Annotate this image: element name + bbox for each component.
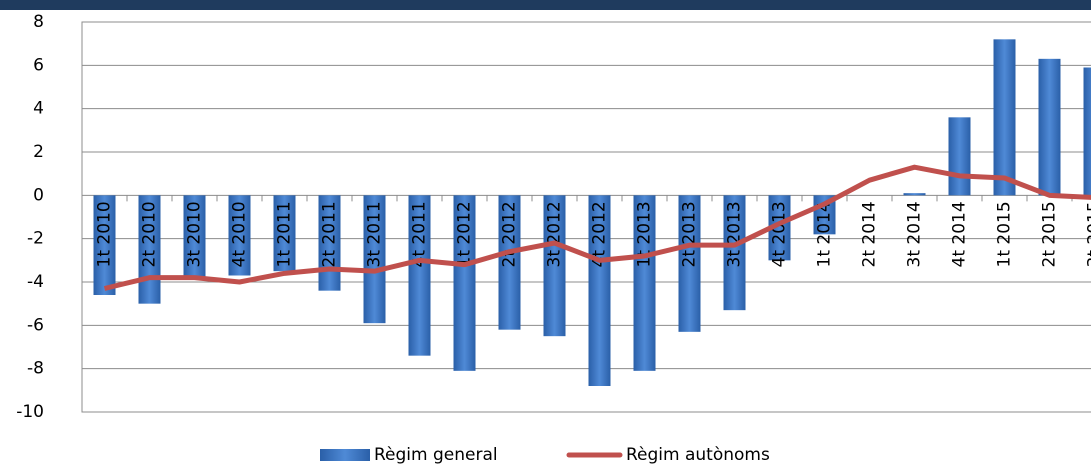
- legend-swatch: [320, 449, 370, 461]
- y-tick-label: 2: [33, 142, 44, 162]
- bar: [903, 193, 926, 196]
- x-tick-label: 4t 2013: [770, 201, 790, 267]
- y-tick-label: -10: [16, 402, 44, 422]
- y-tick-label: 8: [33, 12, 44, 32]
- bar: [723, 195, 746, 311]
- bar: [588, 195, 611, 386]
- x-tick-label: 3t 2011: [365, 201, 385, 267]
- x-tick-label: 1t 2012: [455, 201, 475, 267]
- plot-border: [81, 21, 1091, 413]
- header-band: [0, 0, 1091, 10]
- bar: [228, 195, 251, 276]
- bar: [183, 195, 206, 280]
- x-tick-label: 1t 2014: [815, 201, 835, 267]
- x-tick-label: 4t 2011: [410, 201, 430, 267]
- y-tick-label: -2: [27, 229, 44, 249]
- y-tick-label: -6: [27, 315, 44, 335]
- bar: [363, 195, 386, 324]
- bar: [1038, 58, 1061, 196]
- x-tick-label: 4t 2014: [950, 201, 970, 267]
- x-tick-label: 2t 2012: [500, 201, 520, 267]
- x-tick-label: 2t 2014: [860, 201, 880, 267]
- x-tick-label: 1t 2011: [275, 201, 295, 267]
- bar: [408, 195, 431, 356]
- x-tick-label: 2t 2013: [680, 201, 700, 267]
- x-tick-label: 3t 2013: [725, 201, 745, 267]
- line: [103, 164, 1091, 291]
- x-tick-label: 1t 2015: [995, 201, 1015, 267]
- legend-label: Règim autònoms: [626, 445, 770, 465]
- x-tick-label: 1t 2010: [95, 201, 115, 267]
- bar: [768, 195, 791, 261]
- x-tick-label: 3t 2015: [1085, 201, 1091, 267]
- y-tick-label: 0: [33, 185, 44, 205]
- x-tick-label: 1t 2013: [635, 201, 655, 267]
- x-tick-label: 3t 2012: [545, 201, 565, 267]
- x-tick-label: 3t 2014: [905, 201, 925, 267]
- x-tick-label: 4t 2012: [590, 201, 610, 267]
- y-tick-label: -4: [27, 272, 44, 292]
- bar: [678, 195, 701, 332]
- x-tick-label: 4t 2010: [230, 201, 250, 267]
- bar: [1083, 67, 1091, 196]
- x-tick-label: 2t 2015: [1040, 201, 1060, 267]
- bar: [93, 195, 116, 295]
- x-tick-label: 3t 2010: [185, 201, 205, 267]
- bar: [633, 195, 656, 371]
- bar: [543, 195, 566, 337]
- bar: [273, 195, 296, 272]
- bar: [993, 39, 1016, 196]
- bar: [498, 195, 521, 330]
- y-tick-label: 6: [33, 55, 44, 75]
- x-tick-label: 2t 2011: [320, 201, 340, 267]
- x-tick-label: 2t 2010: [140, 201, 160, 267]
- y-tick-label: -8: [27, 359, 44, 379]
- bar: [453, 195, 476, 371]
- bar: [948, 117, 971, 196]
- y-tick-label: 4: [33, 99, 44, 119]
- legend-label: Règim general: [374, 445, 498, 465]
